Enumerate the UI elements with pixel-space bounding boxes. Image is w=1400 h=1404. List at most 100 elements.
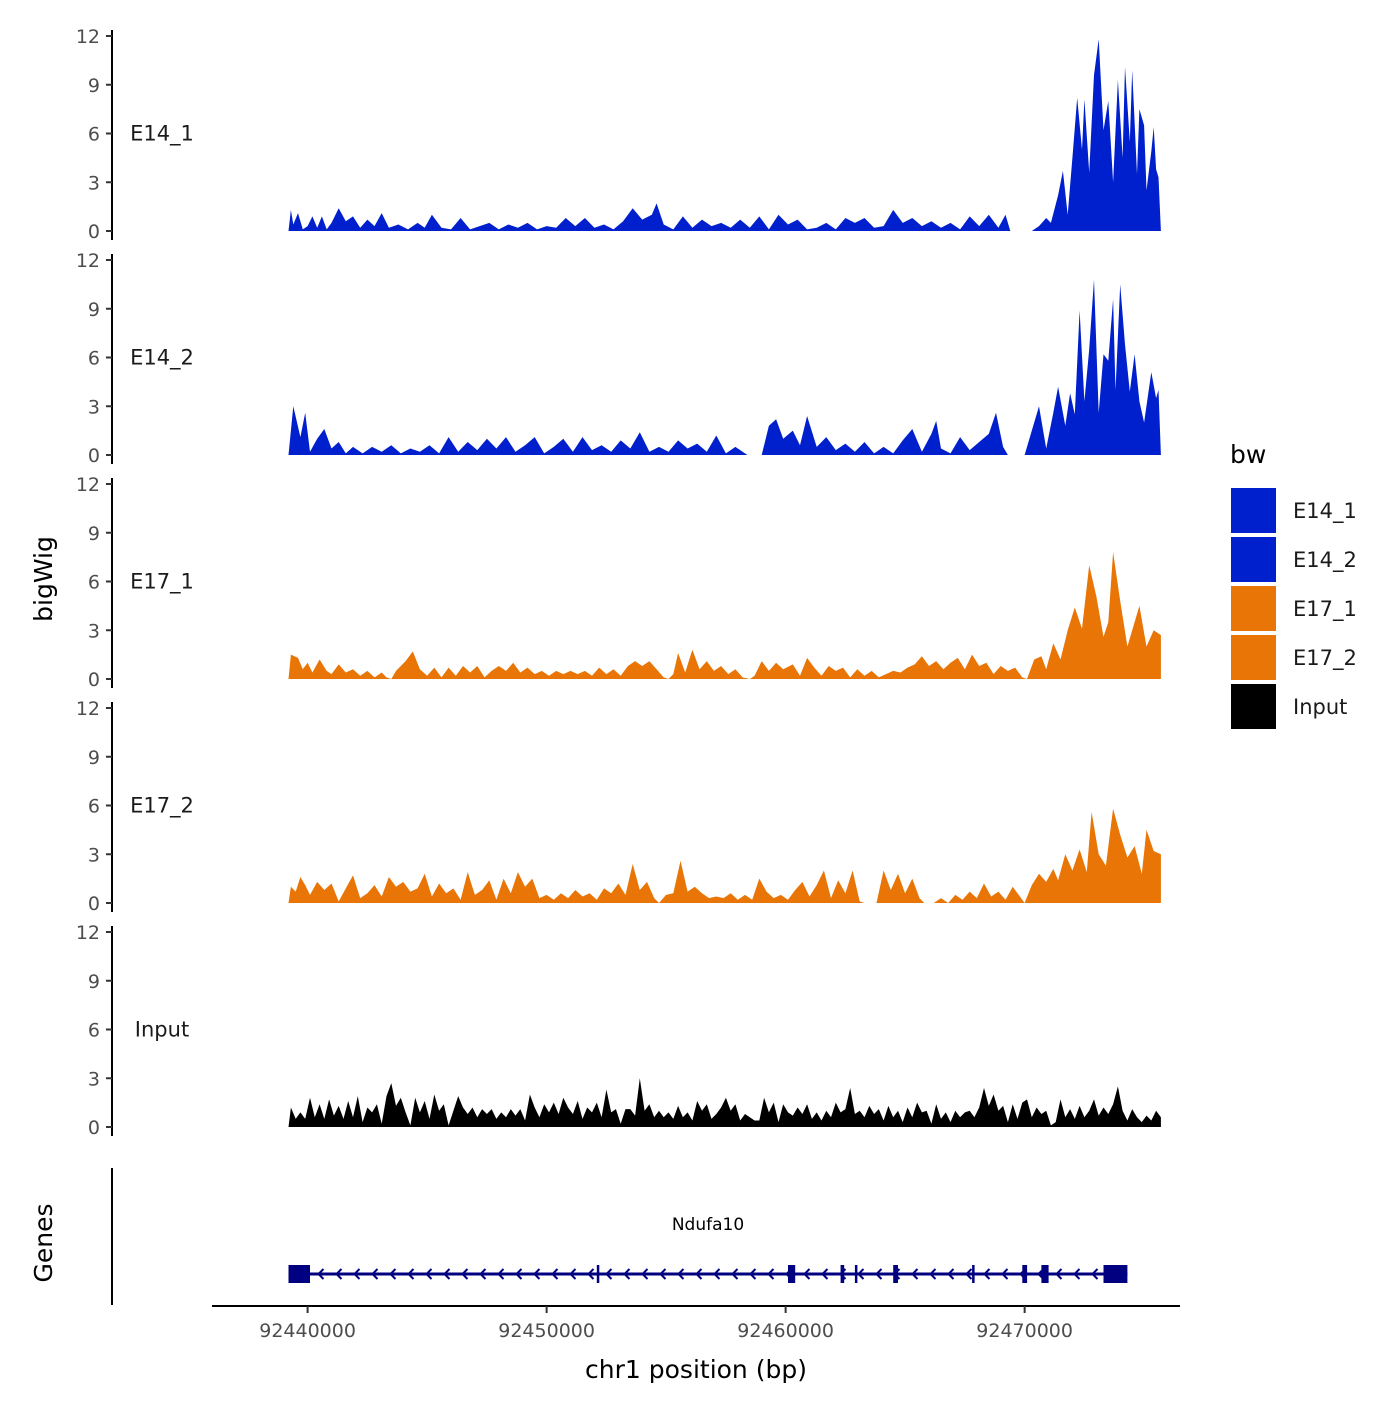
y-tick-label: 6 xyxy=(88,796,100,818)
legend-label-Input: Input xyxy=(1293,695,1347,719)
coverage-area-E14_1 xyxy=(288,39,1161,231)
strand-chevron xyxy=(479,1268,487,1280)
x-tick-label: 92450000 xyxy=(498,1320,595,1342)
x-axis-title: chr1 position (bp) xyxy=(585,1355,807,1384)
track-label-Input: Input xyxy=(135,1018,189,1042)
strand-chevron xyxy=(569,1268,577,1280)
y-tick-label: 12 xyxy=(76,698,100,720)
y-tick-label: 9 xyxy=(88,747,100,769)
legend-label-E17_1: E17_1 xyxy=(1293,597,1357,622)
strand-chevron xyxy=(515,1268,523,1280)
exon xyxy=(972,1265,975,1283)
strand-chevron xyxy=(533,1268,541,1280)
y-tick-label: 12 xyxy=(76,474,100,496)
strand-chevron xyxy=(965,1268,973,1280)
strand-chevron xyxy=(821,1268,829,1280)
legend-label-E14_1: E14_1 xyxy=(1293,499,1357,524)
y-tick-label: 6 xyxy=(88,572,100,594)
track-label-E14_2: E14_2 xyxy=(130,346,194,371)
track-label-E17_1: E17_1 xyxy=(130,570,194,595)
track-label-E17_2: E17_2 xyxy=(130,794,194,819)
y-tick-label: 0 xyxy=(88,221,100,243)
y-tick-label: 12 xyxy=(76,26,100,48)
legend-swatch-E14_2 xyxy=(1231,537,1276,582)
track-label-E14_1: E14_1 xyxy=(130,122,194,147)
coverage-area-Input xyxy=(288,1078,1161,1127)
exon xyxy=(596,1265,600,1283)
strand-chevron xyxy=(695,1268,703,1280)
y-tick-label: 0 xyxy=(88,669,100,691)
exon xyxy=(788,1265,796,1283)
strand-chevron xyxy=(443,1268,451,1280)
y-tick-label: 0 xyxy=(88,1117,100,1139)
legend-swatch-E17_2 xyxy=(1231,635,1276,680)
x-tick-label: 92470000 xyxy=(976,1320,1073,1342)
exon xyxy=(893,1265,898,1283)
y-tick-label: 3 xyxy=(88,844,100,866)
strand-chevron xyxy=(1073,1268,1081,1280)
y-tick-label: 0 xyxy=(88,893,100,915)
y-tick-label: 3 xyxy=(88,396,100,418)
strand-chevron xyxy=(947,1268,955,1280)
strand-chevron xyxy=(929,1268,937,1280)
strand-chevron xyxy=(587,1268,595,1280)
y-axis-title: bigWig xyxy=(29,536,58,622)
strand-chevron xyxy=(659,1268,667,1280)
y-tick-label: 6 xyxy=(88,124,100,146)
exon xyxy=(1022,1265,1028,1283)
track-E17_2: 0 3 6 9 12 E17_2 xyxy=(76,698,1161,915)
strand-chevron xyxy=(677,1268,685,1280)
strand-chevron xyxy=(983,1268,991,1280)
strand-chevron xyxy=(767,1268,775,1280)
track-Input: 0 3 6 9 12 Input xyxy=(76,922,1161,1139)
y-tick-label: 3 xyxy=(88,172,100,194)
strand-chevron xyxy=(1001,1268,1009,1280)
gene-name-label: Ndufa10 xyxy=(672,1215,744,1235)
strand-chevron xyxy=(353,1268,361,1280)
strand-chevron xyxy=(389,1268,397,1280)
legend-label-E14_2: E14_2 xyxy=(1293,548,1357,573)
strand-chevron xyxy=(605,1268,613,1280)
strand-chevron xyxy=(497,1268,505,1280)
y-tick-label: 3 xyxy=(88,1068,100,1090)
strand-chevron xyxy=(731,1268,739,1280)
y-tick-label: 9 xyxy=(88,971,100,993)
genes-axis-title: Genes xyxy=(29,1203,58,1282)
coverage-area-E17_1 xyxy=(288,552,1161,679)
strand-chevron xyxy=(371,1268,379,1280)
legend-swatch-Input xyxy=(1231,684,1276,729)
strand-chevron xyxy=(335,1268,343,1280)
strand-chevron xyxy=(1091,1268,1099,1280)
legend-title: bw xyxy=(1230,440,1266,469)
legend-label-E17_2: E17_2 xyxy=(1293,646,1357,671)
y-tick-label: 9 xyxy=(88,299,100,321)
track-E14_1: 0 3 6 9 12 E14_1 xyxy=(76,26,1161,243)
y-tick-label: 9 xyxy=(88,75,100,97)
strand-chevron xyxy=(1055,1268,1063,1280)
strand-chevron xyxy=(875,1268,883,1280)
x-tick-label: 92460000 xyxy=(737,1320,834,1342)
strand-chevron xyxy=(425,1268,433,1280)
gene-track: Ndufa10 xyxy=(111,1168,1128,1305)
y-tick-label: 6 xyxy=(88,1020,100,1042)
y-tick-label: 3 xyxy=(88,620,100,642)
strand-chevron xyxy=(803,1268,811,1280)
strand-chevron xyxy=(749,1268,757,1280)
strand-chevron xyxy=(461,1268,469,1280)
y-tick-label: 12 xyxy=(76,922,100,944)
strand-chevron xyxy=(407,1268,415,1280)
y-tick-label: 9 xyxy=(88,523,100,545)
track-E14_2: 0 3 6 9 12 E14_2 xyxy=(76,250,1161,467)
legend-swatch-E17_1 xyxy=(1231,586,1276,631)
strand-chevron xyxy=(857,1268,865,1280)
coverage-area-E17_2 xyxy=(288,808,1161,903)
strand-chevron xyxy=(623,1268,631,1280)
x-axis: 92440000 92450000 92460000 92470000 xyxy=(212,1305,1180,1342)
exon xyxy=(840,1265,845,1283)
strand-chevron xyxy=(317,1268,325,1280)
strand-chevron xyxy=(911,1268,919,1280)
coverage-area-E14_2 xyxy=(288,279,1161,455)
exon xyxy=(288,1265,310,1283)
